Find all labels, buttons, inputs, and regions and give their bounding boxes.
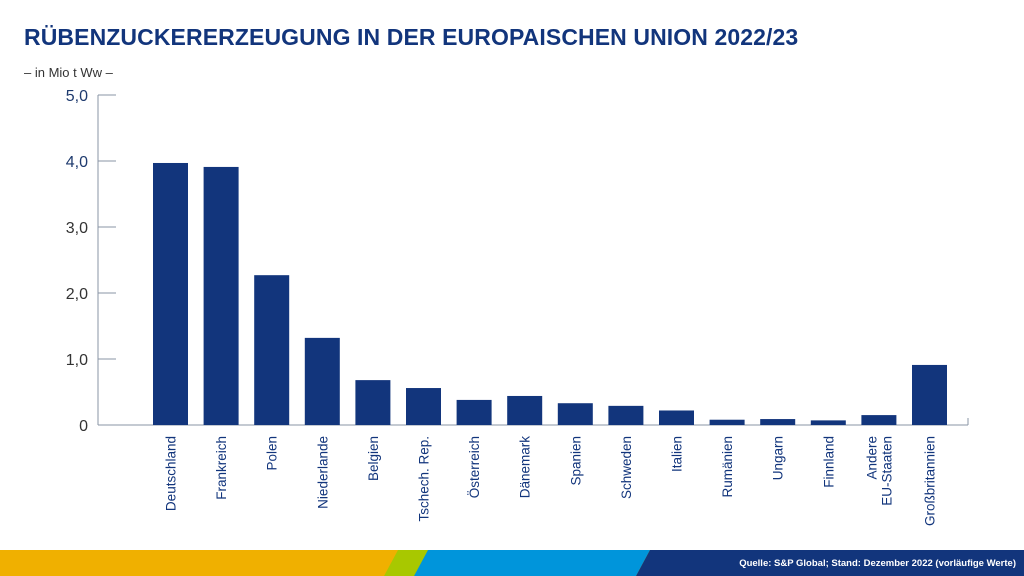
x-category-label: Andere EU-Staaten	[864, 436, 894, 506]
x-category-label: Spanien	[568, 436, 583, 486]
x-category-label-line: Dänemark	[518, 436, 533, 499]
x-category-label: Belgien	[366, 436, 381, 481]
bar	[456, 399, 492, 425]
y-tick-label: 2,0	[66, 286, 88, 303]
x-category-label: Tschech. Rep.	[417, 436, 432, 522]
x-category-label: Frankreich	[214, 436, 229, 500]
x-category-label: Großbritannien	[923, 436, 938, 526]
x-category-label-line: Tschech. Rep.	[417, 436, 432, 522]
x-category-label: Rumänien	[720, 436, 735, 498]
chart-title: RÜBENZUCKERERZEUGUNG IN DER EUROPAISCHEN…	[24, 24, 799, 50]
x-category-label-line: Deutschland	[164, 436, 179, 511]
x-category-label-line: Frankreich	[214, 436, 229, 500]
bar	[355, 380, 391, 425]
x-category-label-line: Andere	[864, 436, 879, 480]
x-category-label-line: Italien	[670, 436, 685, 472]
x-category-label-line: Spanien	[568, 436, 583, 486]
x-category-label-line: Rumänien	[720, 436, 735, 498]
bar	[406, 388, 441, 425]
x-category-label-line: Polen	[265, 436, 280, 471]
bar	[203, 166, 239, 425]
footer-navy-stripe	[636, 550, 1024, 576]
bar-chart: 0 1,0 2,0 3,0 4,0 5,0 Deutschland Frankreich Po…	[66, 88, 969, 526]
x-category-labels: Deutschland Frankreich Polen Niederlande Bel…	[164, 436, 938, 526]
bar	[861, 415, 897, 425]
bar	[557, 403, 593, 425]
bar	[659, 410, 694, 425]
y-tick-label: 4,0	[66, 154, 88, 171]
y-tick-label: 5,0	[66, 88, 88, 105]
bar	[507, 395, 543, 425]
footer-blue-stripe	[414, 550, 650, 576]
source-note: Quelle: S&P Global; Stand: Dezember 2022…	[739, 558, 1016, 569]
x-category-label-line: EU-Staaten	[879, 436, 894, 506]
bar	[810, 420, 846, 425]
bar	[912, 364, 947, 425]
x-category-label-line: Finnland	[821, 436, 836, 488]
bar	[304, 337, 340, 425]
x-category-label: Dänemark	[518, 436, 533, 499]
y-tick-labels: 0 1,0 2,0 3,0 4,0 5,0	[66, 88, 88, 435]
footer-band	[0, 550, 1024, 576]
x-category-label: Schweden	[619, 436, 634, 499]
x-category-label: Ungarn	[771, 436, 786, 480]
y-tick-label: 0	[79, 418, 88, 435]
x-category-label: Österreich	[467, 436, 482, 498]
bar	[254, 275, 290, 425]
bar	[153, 162, 188, 426]
x-category-label: Finnland	[821, 436, 836, 488]
bar	[608, 405, 644, 425]
x-category-label-line: Ungarn	[771, 436, 786, 480]
x-category-label-line: Belgien	[366, 436, 381, 481]
x-category-label-line: Österreich	[467, 436, 482, 498]
bar	[760, 419, 796, 425]
x-category-label: Deutschland	[164, 436, 179, 511]
x-category-label-line: Schweden	[619, 436, 634, 499]
x-category-label: Polen	[265, 436, 280, 471]
y-tick-label: 1,0	[66, 352, 88, 369]
x-category-label-line: Großbritannien	[923, 436, 938, 526]
x-category-label: Niederlande	[315, 436, 330, 509]
x-category-label-line: Niederlande	[315, 436, 330, 509]
bars	[153, 162, 947, 426]
y-tick-label: 3,0	[66, 220, 88, 237]
unit-subtitle: – in Mio t Ww –	[24, 65, 113, 80]
x-category-label: Italien	[670, 436, 685, 472]
bar	[709, 419, 745, 425]
